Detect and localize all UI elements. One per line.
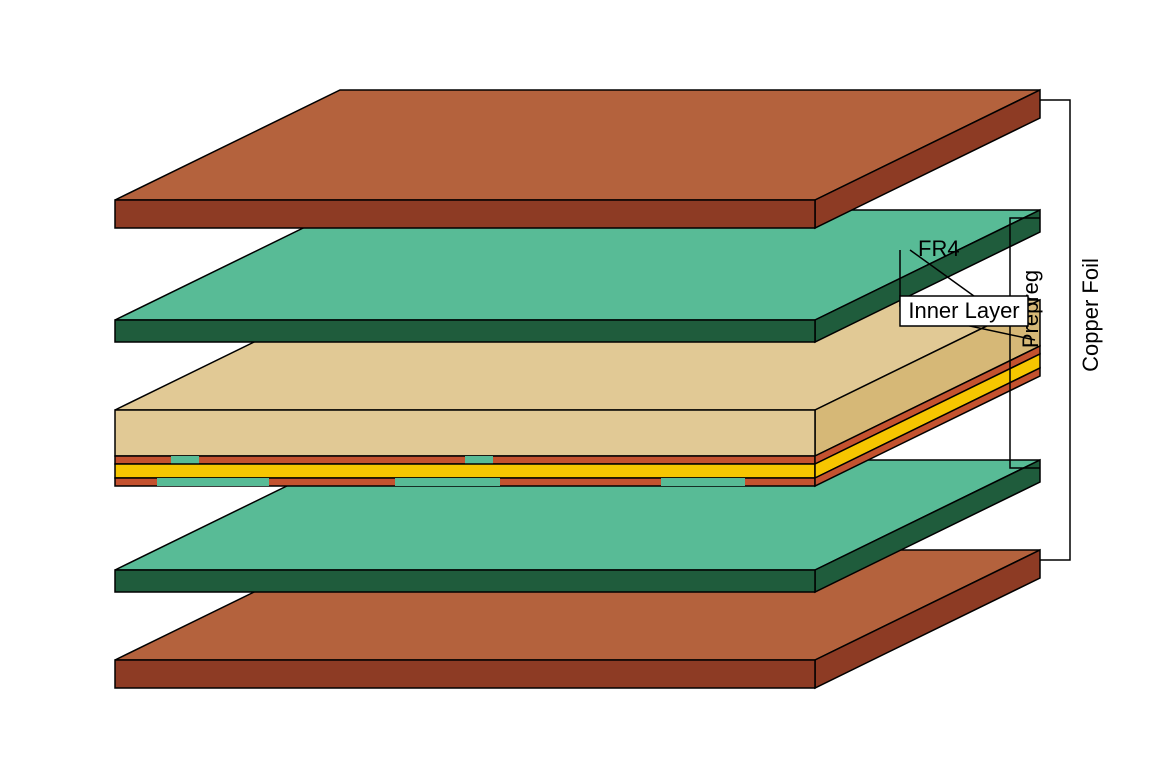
label-fr4: FR4 xyxy=(918,236,960,261)
label-inner-layer: Inner Layer xyxy=(908,298,1019,323)
pcb-stackup-diagram: Copper FoilPrepregFR4Inner Layer xyxy=(0,0,1174,783)
layer-copper-top xyxy=(115,90,1040,228)
label-copper-foil: Copper Foil xyxy=(1078,258,1103,372)
